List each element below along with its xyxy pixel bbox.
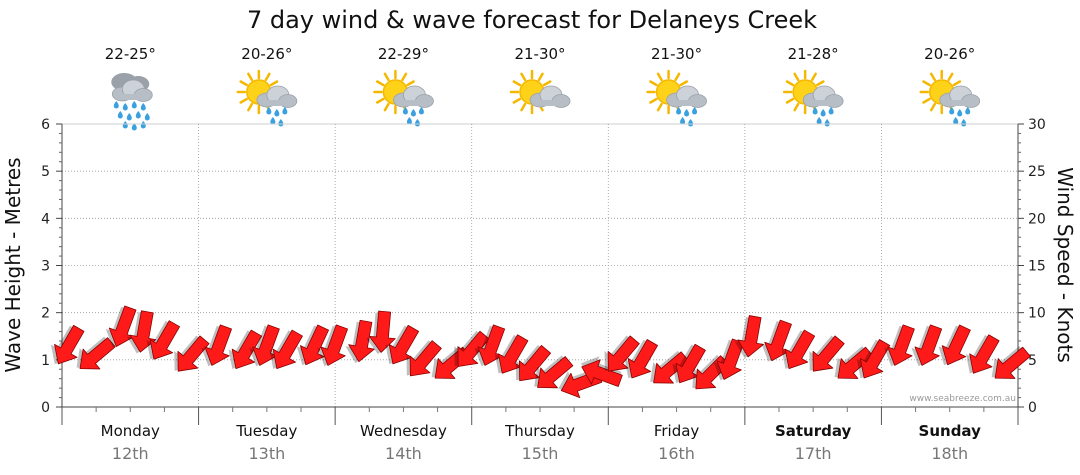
sun-cloud-rain-icon	[919, 69, 981, 127]
right-tick-label: 10	[1028, 306, 1046, 322]
wind-arrow	[734, 315, 764, 359]
wind-arrow	[966, 334, 1000, 374]
wind-arrow	[650, 350, 690, 384]
wind-arrow	[494, 334, 529, 374]
sun-cloud-rain-icon	[646, 69, 707, 127]
wind-arrow	[366, 310, 396, 355]
wind-arrow	[672, 343, 706, 384]
wind-arrow	[991, 346, 1031, 379]
wind-arrow	[174, 335, 210, 372]
day-name-label: Monday	[101, 422, 160, 440]
wind-arrow	[781, 329, 816, 369]
wind-arrow	[269, 329, 303, 369]
chart-title: 7 day wind & wave forecast for Delaneys …	[247, 6, 817, 34]
right-tick-label: 0	[1028, 400, 1037, 416]
day-date-label: 18th	[931, 444, 968, 463]
right-tick-label: 5	[1028, 353, 1037, 369]
temperature-label: 21-30°	[514, 45, 565, 63]
wind-arrow	[406, 340, 442, 377]
weather-icons	[111, 69, 981, 131]
temperature-label: 21-30°	[651, 45, 702, 63]
temperature-label: 22-29°	[378, 45, 429, 63]
day-date-label: 14th	[385, 444, 422, 463]
day-date-label: 12th	[112, 444, 149, 463]
sun-cloud-rain-icon	[236, 69, 298, 127]
right-axis-ticks: 0 5 10 15 20 25 30	[1018, 117, 1046, 416]
wind-arrow	[834, 346, 874, 379]
left-tick-label: 5	[41, 164, 50, 180]
wind-arrow	[201, 324, 232, 367]
wind-arrow	[884, 324, 915, 367]
left-tick-label: 4	[41, 211, 50, 227]
day-name-label: Sunday	[919, 422, 982, 440]
temperature-label: 20-26°	[924, 45, 975, 63]
wind-arrow	[911, 324, 943, 367]
left-tick-label: 3	[41, 259, 50, 275]
left-tick-label: 2	[41, 306, 50, 322]
wind-arrow	[624, 339, 658, 379]
left-tick-label: 0	[41, 400, 50, 416]
day-date-label: 16th	[658, 444, 695, 463]
right-tick-label: 25	[1028, 164, 1046, 180]
left-tick-label: 6	[41, 117, 50, 133]
wind-arrow	[249, 324, 280, 367]
wind-arrow	[809, 335, 845, 372]
wind-arrow	[385, 324, 419, 365]
right-tick-label: 30	[1028, 117, 1046, 133]
wind-arrow	[761, 319, 792, 362]
day-name-label: Saturday	[775, 422, 852, 440]
wind-arrow	[604, 335, 640, 372]
wind-arrow	[105, 305, 137, 348]
rain-cloud-icon	[111, 73, 153, 131]
temperature-label: 22-25°	[105, 45, 156, 63]
wind-arrow	[454, 330, 490, 367]
day-date-label: 13th	[248, 444, 285, 463]
wind-arrow	[534, 355, 574, 389]
wind-arrow	[50, 324, 85, 365]
temperature-labels: 22-25° 20-26° 22-29° 21-30° 21-30° 21-28° 20-2…	[105, 45, 976, 63]
wind-arrow	[345, 319, 375, 364]
wind-arrow	[713, 338, 745, 381]
wind-arrows	[50, 305, 1031, 399]
wind-arrow	[938, 324, 971, 366]
day-name-label: Friday	[654, 422, 700, 440]
right-tick-label: 20	[1028, 211, 1046, 227]
left-tick-label: 1	[41, 353, 50, 369]
left-axis-ticks: 0 1 2 3 4 5 6	[41, 117, 62, 416]
temperature-label: 20-26°	[241, 45, 292, 63]
wind-arrow	[580, 356, 623, 387]
wind-arrow	[146, 320, 180, 360]
wind-arrow	[296, 324, 329, 366]
sun-cloud-rain-icon	[782, 69, 844, 127]
wind-arrow	[126, 310, 157, 354]
wind-arrow	[228, 329, 262, 369]
day-name-label: Tuesday	[235, 422, 297, 440]
credit-text: www.seabreeze.com.au	[909, 394, 1016, 404]
wind-arrow	[515, 345, 552, 382]
wind-arrow	[474, 324, 506, 367]
day-labels: Monday 12th Tuesday 13th Wednesday 14th Thursd…	[101, 422, 981, 463]
day-date-label: 17th	[795, 444, 832, 463]
day-name-label: Wednesday	[360, 422, 447, 440]
sun-cloud-icon	[509, 69, 571, 115]
chart-grid	[61, 123, 1019, 425]
right-axis-title: Wind Speed - Knots	[1053, 167, 1077, 363]
wind-arrow	[856, 339, 891, 379]
day-name-label: Thursday	[504, 422, 575, 440]
left-axis-title: Wave Height - Metres	[1, 157, 25, 372]
day-date-label: 15th	[522, 444, 559, 463]
temperature-label: 21-28°	[788, 45, 839, 63]
sun-cloud-rain-icon	[373, 69, 434, 127]
wind-arrow	[317, 324, 348, 367]
wind-arrow	[76, 336, 116, 370]
right-tick-label: 15	[1028, 259, 1046, 275]
